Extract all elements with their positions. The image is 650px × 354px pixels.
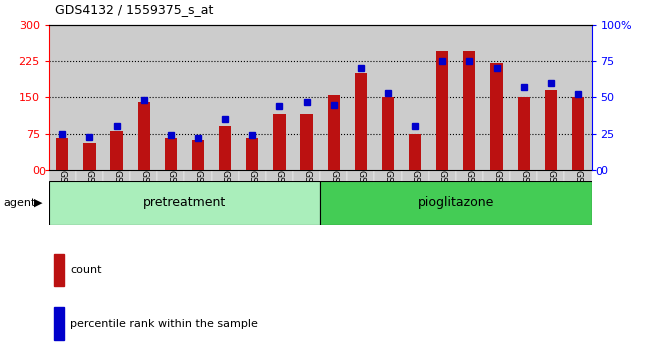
Text: pioglitazone: pioglitazone: [418, 196, 494, 209]
Text: GSM201840: GSM201840: [465, 170, 474, 225]
Bar: [347, 170, 374, 181]
Bar: [510, 170, 538, 181]
Bar: [192, 140, 204, 170]
Bar: [409, 133, 421, 170]
Bar: [239, 170, 266, 181]
Text: GSM201545: GSM201545: [139, 170, 148, 225]
Bar: [355, 73, 367, 170]
Bar: [130, 25, 157, 170]
Bar: [212, 25, 239, 170]
Text: GSM201838: GSM201838: [411, 170, 420, 225]
Text: pretreatment: pretreatment: [143, 196, 226, 209]
Text: 0: 0: [38, 166, 46, 177]
Bar: [545, 90, 557, 170]
Bar: [564, 170, 592, 181]
Text: GDS4132 / 1559375_s_at: GDS4132 / 1559375_s_at: [55, 3, 214, 16]
Text: GSM201841: GSM201841: [492, 170, 501, 225]
Bar: [510, 25, 538, 170]
Text: percentile rank within the sample: percentile rank within the sample: [70, 319, 258, 329]
Bar: [402, 25, 429, 170]
Bar: [293, 170, 320, 181]
Text: agent: agent: [3, 198, 36, 208]
Bar: [436, 51, 448, 170]
Bar: [266, 170, 293, 181]
Text: GSM201844: GSM201844: [573, 170, 582, 225]
Bar: [456, 25, 483, 170]
Bar: [164, 138, 177, 170]
Text: GSM201837: GSM201837: [384, 170, 393, 225]
Text: 0: 0: [595, 166, 602, 177]
Text: GSM201829: GSM201829: [166, 170, 176, 225]
Bar: [54, 253, 64, 286]
Bar: [111, 131, 123, 170]
Bar: [185, 170, 211, 181]
Bar: [212, 170, 239, 181]
Bar: [320, 25, 347, 170]
Bar: [429, 170, 456, 181]
Bar: [517, 97, 530, 170]
Text: GSM201831: GSM201831: [220, 170, 229, 225]
Text: GSM201833: GSM201833: [275, 170, 284, 225]
Bar: [347, 25, 374, 170]
Bar: [49, 181, 320, 225]
Bar: [185, 25, 211, 170]
Bar: [402, 170, 429, 181]
Bar: [320, 181, 592, 225]
Text: GSM201835: GSM201835: [329, 170, 338, 225]
Bar: [374, 25, 402, 170]
Bar: [273, 114, 285, 170]
Bar: [49, 170, 76, 181]
Bar: [320, 170, 347, 181]
Text: GSM201839: GSM201839: [437, 170, 447, 225]
Text: GSM201830: GSM201830: [194, 170, 203, 225]
Text: GSM201834: GSM201834: [302, 170, 311, 225]
Bar: [157, 170, 185, 181]
Bar: [246, 138, 259, 170]
Bar: [456, 170, 483, 181]
Bar: [239, 25, 266, 170]
Bar: [537, 25, 564, 170]
Text: GSM201543: GSM201543: [85, 170, 94, 225]
Bar: [56, 138, 68, 170]
Bar: [564, 25, 592, 170]
Text: GSM201843: GSM201843: [546, 170, 555, 225]
Bar: [103, 25, 130, 170]
Text: count: count: [70, 265, 102, 275]
Bar: [537, 170, 564, 181]
Bar: [49, 25, 76, 170]
Bar: [429, 25, 456, 170]
Bar: [483, 170, 510, 181]
Text: ▶: ▶: [34, 198, 42, 208]
Bar: [54, 307, 64, 340]
Bar: [76, 170, 103, 181]
Text: GSM201544: GSM201544: [112, 170, 121, 225]
Bar: [300, 114, 313, 170]
Bar: [328, 95, 340, 170]
Bar: [157, 25, 185, 170]
Bar: [382, 97, 394, 170]
Text: GSM201836: GSM201836: [356, 170, 365, 225]
Text: GSM201842: GSM201842: [519, 170, 528, 225]
Bar: [138, 102, 150, 170]
Bar: [130, 170, 157, 181]
Bar: [572, 97, 584, 170]
Bar: [483, 25, 510, 170]
Bar: [374, 170, 402, 181]
Bar: [83, 143, 96, 170]
Bar: [219, 126, 231, 170]
Bar: [463, 51, 476, 170]
Bar: [293, 25, 320, 170]
Bar: [103, 170, 130, 181]
Bar: [76, 25, 103, 170]
Bar: [266, 25, 293, 170]
Text: GSM201542: GSM201542: [58, 170, 67, 225]
Bar: [490, 63, 502, 170]
Text: GSM201832: GSM201832: [248, 170, 257, 225]
